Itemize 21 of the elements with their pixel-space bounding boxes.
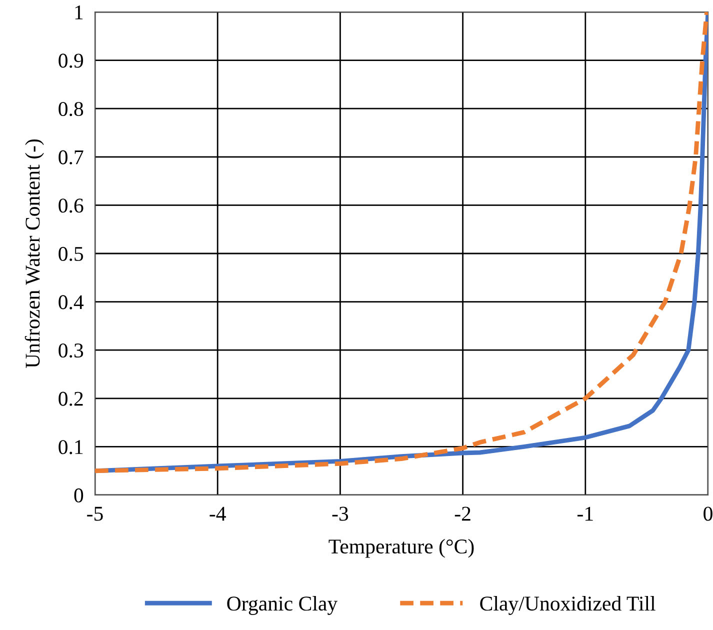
y-tick-label: 0.4 (58, 295, 84, 310)
y-axis-title: Unfrozen Water Content (-) (24, 139, 44, 368)
x-axis-title: Temperature (°C) (328, 538, 474, 558)
y-tick-label: 0.2 (58, 392, 83, 406)
y-tick-label: 0.8 (58, 102, 84, 116)
x-tick-label: -3 (332, 506, 348, 521)
x-tick-label: -1 (578, 506, 593, 521)
x-tick-label: -2 (454, 506, 470, 521)
x-tick-label: -5 (87, 506, 103, 521)
y-tick-label: 0.7 (58, 150, 84, 164)
x-tick-label: -4 (210, 506, 226, 521)
y-tick-label: 0 (74, 488, 84, 502)
legend-label: Organic Clay (227, 596, 338, 615)
y-tick-label: 0.6 (58, 198, 84, 213)
legend-label: Clay/Unoxidized Till (480, 596, 656, 615)
y-tick-label: 1 (75, 5, 83, 20)
y-tick-label: 0.9 (58, 54, 84, 68)
y-tick-label: 0.5 (58, 246, 84, 262)
y-tick-label: 0.3 (58, 343, 84, 358)
y-tick-label: 0.1 (58, 440, 83, 454)
x-tick-label: 0 (704, 506, 712, 521)
